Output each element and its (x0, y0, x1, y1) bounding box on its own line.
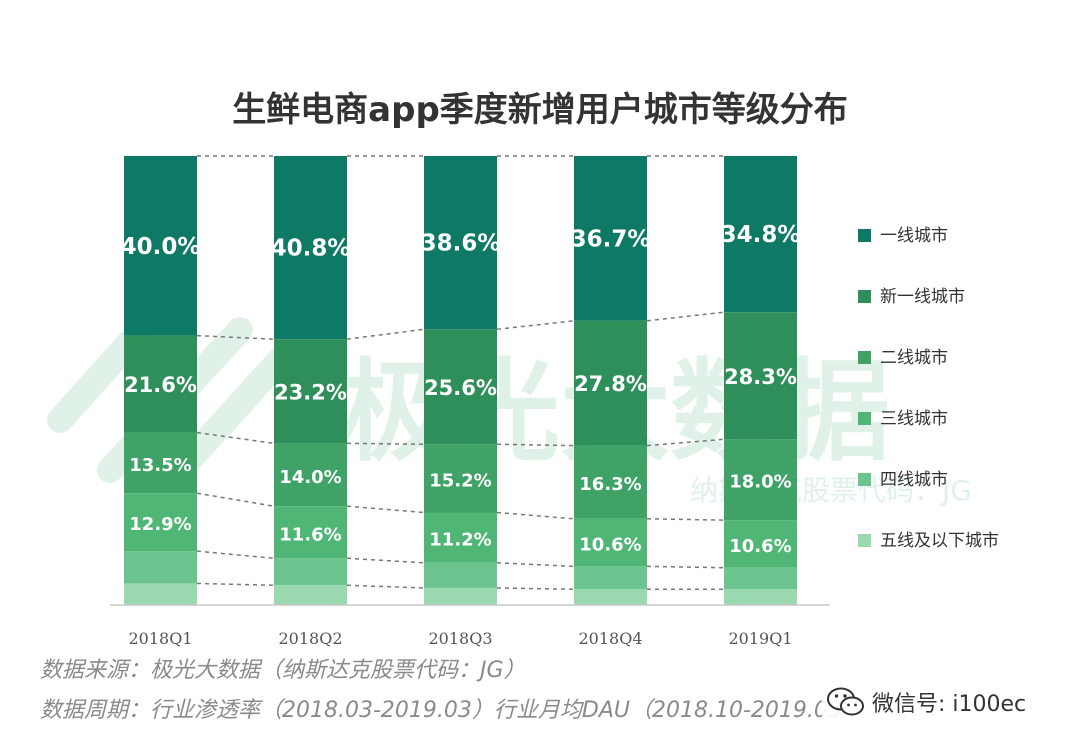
wechat-badge: 微信号: i100ec (822, 684, 1035, 720)
bar-value-label: 14.0% (279, 467, 341, 488)
bar-value-label: 18.0% (729, 472, 791, 493)
legend-swatch (858, 412, 871, 425)
bar-segment (274, 156, 347, 340)
bar-value-label: 10.6% (729, 536, 791, 557)
legend-swatch (858, 229, 871, 242)
connector-line (346, 505, 425, 514)
bar-value-label: 12.9% (129, 514, 191, 535)
connector-line (496, 587, 575, 591)
bar-segment (124, 493, 197, 552)
connector-line (196, 582, 275, 586)
bar-value-label: 40.0% (121, 234, 201, 260)
bar-segment (574, 518, 647, 567)
connector-line (346, 328, 425, 340)
legend-label: 五线及以下城市 (880, 531, 999, 551)
connector-line (496, 511, 575, 520)
bar-value-label: 36.7% (571, 226, 651, 252)
legend-swatch (858, 351, 871, 364)
bar-segment (274, 443, 347, 507)
bar-value-label: 40.8% (271, 236, 351, 262)
bar-value-label: 25.6% (424, 376, 497, 400)
connector-line (646, 438, 725, 447)
bar-segment (724, 312, 797, 440)
connector-line (196, 334, 275, 340)
x-tick-label: 2018Q4 (578, 629, 642, 648)
bar-segment (124, 335, 197, 433)
connector-line (646, 311, 725, 322)
connector-line (196, 431, 275, 445)
bar-value-label: 16.3% (579, 474, 641, 495)
bar-segment (424, 329, 497, 445)
connector-line (346, 584, 425, 589)
wechat-icon (827, 687, 864, 716)
bar-value-label: 11.6% (279, 524, 341, 545)
bar-segment (724, 520, 797, 568)
bars: 40.0% 21.6% 13.5% 12.9% 40.8% 23.2% 14.0% 11.6%… (121, 156, 801, 605)
bar-segment (724, 589, 797, 605)
connector-line (646, 518, 725, 521)
bar-value-label: 11.2% (429, 530, 491, 551)
legend-swatch (858, 290, 871, 303)
bar-segment (424, 444, 497, 513)
bar-segment (574, 320, 647, 446)
bar-segment (274, 339, 347, 444)
connector-line (346, 557, 425, 564)
bar-segment (124, 583, 197, 605)
legend-label: 新一线城市 (880, 287, 965, 307)
x-tick-label: 2019Q1 (728, 629, 792, 648)
bar-segment (424, 512, 497, 563)
connector-line (196, 492, 275, 507)
legend-label: 一线城市 (880, 226, 948, 246)
bar-segment (424, 562, 497, 588)
bar-value-label: 28.3% (724, 365, 797, 389)
connector-line (496, 320, 575, 331)
x-axis-ticks: 2018Q1 2018Q2 2018Q3 2018Q4 2019Q1 (128, 629, 792, 648)
legend-label: 四线城市 (880, 470, 948, 490)
legend-label: 三线城市 (880, 409, 948, 429)
bar-value-label: 10.6% (579, 535, 641, 556)
bar-segment (724, 567, 797, 590)
legend-label: 二线城市 (880, 348, 948, 368)
x-tick-label: 2018Q3 (428, 629, 492, 648)
wechat-label: 微信号: i100ec (872, 692, 1027, 717)
x-tick-label: 2018Q1 (128, 629, 192, 648)
bar-segment (274, 558, 347, 586)
bar-value-label: 21.6% (124, 373, 197, 397)
connector-line (646, 565, 725, 569)
connectors (196, 155, 725, 591)
legend-swatch (858, 534, 871, 547)
bar-segment (124, 432, 197, 494)
bar-segment (724, 156, 797, 313)
bar-value-label: 15.2% (429, 470, 491, 491)
bar-value-label: 23.2% (274, 380, 347, 404)
bar-segment (574, 445, 647, 519)
bar-value-label: 34.8% (721, 222, 801, 248)
bar-segment (574, 156, 647, 321)
footer-period: 数据周期：行业渗透率（2018.03-2019.03）行业月均DAU（2018.… (40, 698, 864, 723)
bar-segment (724, 439, 797, 521)
legend-swatch (858, 473, 871, 486)
bar-value-label: 27.8% (574, 372, 647, 396)
x-tick-label: 2018Q2 (278, 629, 342, 648)
chart-title: 生鲜电商app季度新增用户城市等级分布 (232, 90, 848, 130)
bar-value-label: 13.5% (129, 455, 191, 476)
connector-line (496, 443, 575, 447)
connector-line (496, 562, 575, 568)
footer-source: 数据来源：极光大数据（纳斯达克股票代码：JG） (40, 658, 526, 683)
bar-value-label: 38.6% (421, 231, 501, 257)
connector-line (346, 442, 425, 446)
bar-segment (574, 566, 647, 590)
bar-segment (274, 585, 347, 605)
bar-segment (424, 587, 497, 605)
bar-segment (574, 589, 647, 605)
bar-segment (124, 551, 197, 584)
connector-line (196, 550, 275, 560)
bar-segment (274, 506, 347, 559)
bar-segment (424, 156, 497, 330)
bar-segment (124, 156, 197, 336)
